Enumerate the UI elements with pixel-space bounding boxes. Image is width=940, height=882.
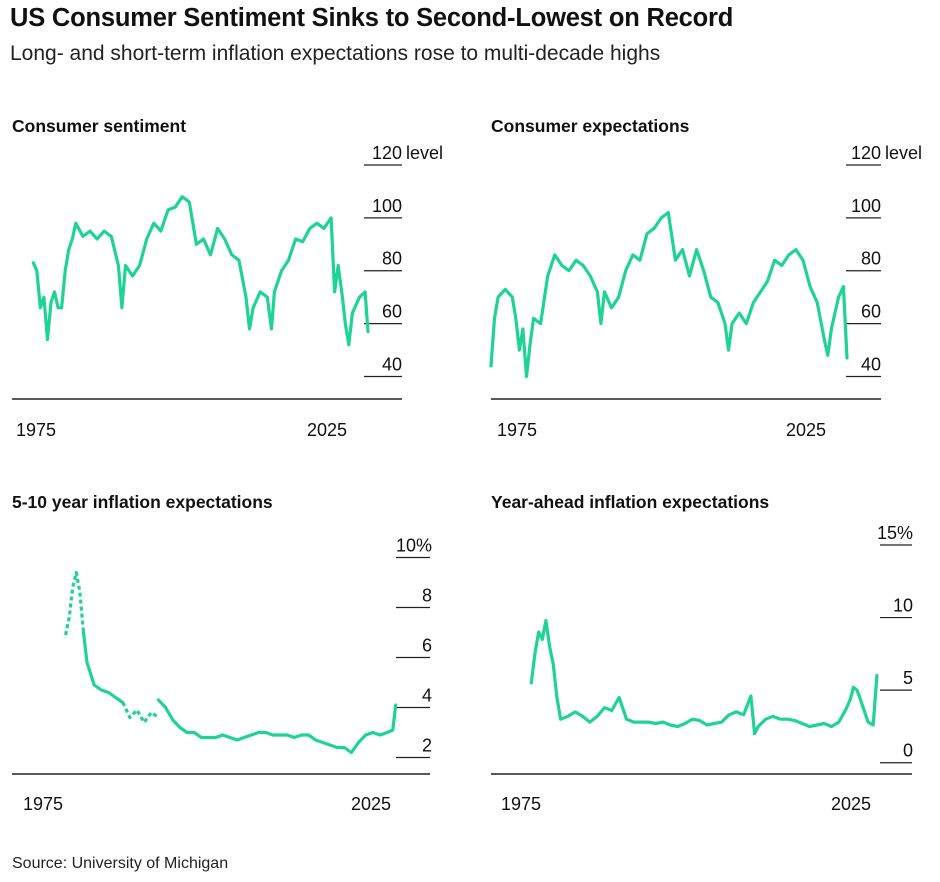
y-tick-label: 6: [422, 636, 432, 656]
chart-title-consumer-sentiment: Consumer sentiment: [12, 116, 187, 136]
consumer-expectations-series-line: [489, 211, 849, 379]
y-tick-label: 40: [382, 354, 402, 374]
y-tick-label: 5: [903, 668, 913, 688]
y-tick-label: 120: [372, 143, 402, 163]
y-tick-label: 10%: [396, 536, 432, 556]
long-term-inflation-series-line-solid: [81, 630, 125, 705]
y-tick-label: 0: [903, 741, 913, 761]
chart-title-long-term-inflation: 5-10 year inflation expectations: [12, 492, 273, 512]
y-tick-label: 10: [893, 596, 913, 616]
x-tick-label: 1975: [497, 420, 537, 440]
y-tick-label: 60: [382, 302, 402, 322]
x-tick-label: 2025: [307, 420, 347, 440]
y-tick-label: 40: [861, 354, 881, 374]
y-tick-label: 80: [382, 249, 402, 269]
y-tick-label: 100: [851, 196, 881, 216]
chart-title-consumer-expectations: Consumer expectations: [491, 116, 690, 136]
x-tick-label: 2025: [786, 420, 826, 440]
long-term-inflation-series-line-dotted: [64, 570, 86, 636]
x-tick-label: 1975: [16, 420, 56, 440]
y-tick-label: 15%: [877, 523, 913, 543]
x-tick-label: 2025: [831, 794, 871, 814]
x-tick-label: 1975: [23, 794, 63, 814]
y-tick-label: 120: [851, 143, 881, 163]
source-note: Source: University of Michigan: [12, 855, 229, 872]
x-tick-label: 1975: [501, 794, 541, 814]
y-tick-label: 2: [422, 736, 432, 756]
y-tick-label: 60: [861, 302, 881, 322]
page-subtitle: Long- and short-term inflation expectati…: [10, 42, 661, 65]
page-title: US Consumer Sentiment Sinks to Second-Lo…: [10, 4, 734, 32]
y-tick-label: 4: [422, 686, 432, 706]
y-unit-label: level: [885, 143, 922, 163]
x-tick-label: 2025: [351, 794, 391, 814]
consumer-sentiment-series-line: [31, 195, 370, 347]
chart-title-year-ahead-inflation: Year-ahead inflation expectations: [491, 492, 770, 512]
year-ahead-inflation-series-line: [529, 618, 879, 736]
y-unit-label: level: [406, 143, 443, 163]
long-term-inflation-series-line-solid: [156, 698, 398, 755]
y-tick-label: 80: [861, 249, 881, 269]
y-tick-label: 8: [422, 586, 432, 606]
y-tick-label: 100: [372, 196, 402, 216]
